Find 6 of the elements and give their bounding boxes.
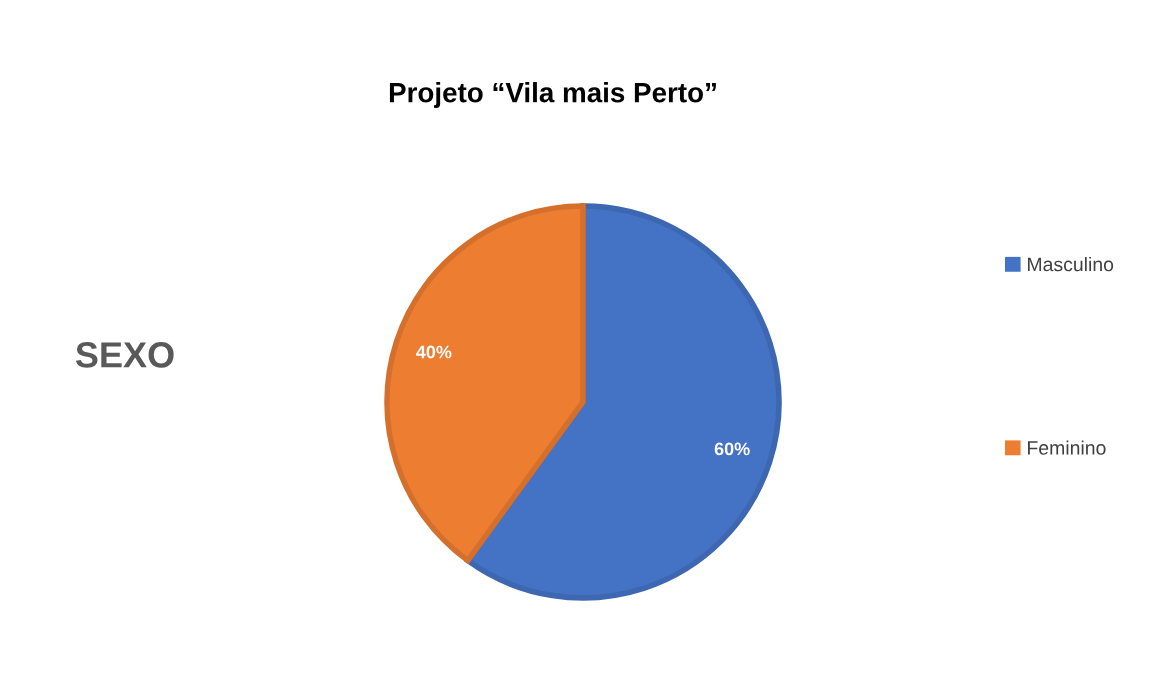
legend-label: Masculino bbox=[1028, 256, 1114, 272]
data-label: 40% bbox=[416, 345, 452, 359]
legend-label: Feminino bbox=[1028, 440, 1106, 455]
chart-title: Projeto “Vila mais Perto” bbox=[389, 82, 716, 108]
data-label: 60% bbox=[714, 442, 750, 456]
text: SEXO bbox=[75, 342, 174, 368]
